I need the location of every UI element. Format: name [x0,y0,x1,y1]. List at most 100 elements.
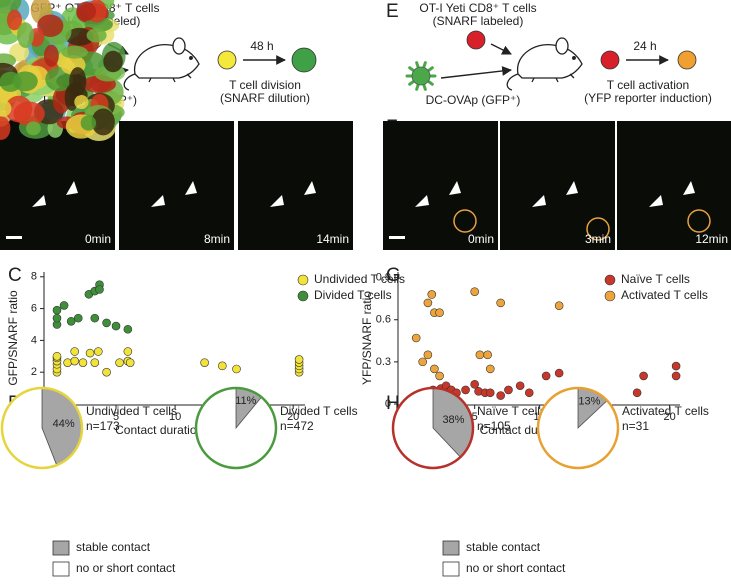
data-point [515,381,525,391]
data-point [200,358,209,367]
y-axis-label: GFP/SNARF ratio [6,290,20,386]
schematic-text: (YFP reporter induction) [584,91,712,105]
x-tick-label: 5 [472,411,478,423]
panel-label: H [386,393,400,414]
micrograph: 8min [119,121,234,250]
data-point [496,391,505,400]
y-tick-label: 6 [31,302,37,314]
data-point [123,324,133,334]
data-point [423,298,433,308]
slice-label: 38% [442,414,464,426]
cell-blob [0,100,12,117]
data-point [411,333,421,343]
legend-label: stable contact [466,540,541,554]
data-point [427,290,437,299]
legend-marker [297,274,309,286]
cell-blob [80,115,97,131]
data-point [671,361,681,371]
y-tick-label: 4 [31,334,37,346]
timestamp: 8min [204,232,230,246]
cell-blob [91,108,115,136]
data-point [470,380,479,389]
data-point [423,350,433,360]
arrowhead [151,195,165,207]
data-point [123,347,133,356]
mouse-feet [531,73,575,83]
micrograph: 0min [383,121,498,250]
y-tick-label: 0 [385,398,391,410]
data-point [78,358,88,367]
data-point [52,313,62,323]
highlight-circle [586,217,610,241]
pie-title: Naïve T cells [477,404,546,418]
data-point [102,367,111,377]
data-point [632,388,642,398]
micrograph-bg [500,121,615,250]
dc-icon [405,61,437,91]
data-point [504,385,513,395]
arrowhead [566,181,578,195]
cell-blob [6,9,22,31]
mouse-eye [572,56,576,60]
t-cell-icon [600,50,620,70]
panel-label: G [386,265,401,286]
arrowhead [304,181,316,195]
mouse-body [134,44,200,79]
legend-label: Undivided T cells [314,272,405,286]
timestamp: 12min [695,232,728,246]
legend-swatch [52,561,70,577]
data-point [541,371,551,381]
data-point [470,287,479,296]
schematic-text: T cell activation [607,78,689,92]
arrowhead [532,195,546,207]
scale-bar [6,236,22,239]
mouse-icon [123,37,200,91]
panel-label: C [8,265,22,286]
micrograph: 0min [0,121,115,250]
legend-swatch [52,540,70,556]
cell-blob [43,44,59,67]
cell-blob [0,116,11,140]
x-tick-label: 20 [663,411,675,423]
timestamp: 0min [468,232,494,246]
arrowhead [185,181,197,195]
pie-border [0,386,84,470]
scale-bar [389,236,405,239]
t-cell-icon [466,30,486,50]
slice-label: 13% [578,395,600,407]
data-point [102,318,111,328]
cell-blob [76,1,97,21]
y-tick-label: 8 [31,271,37,283]
data-point [218,361,227,371]
panel-label: E [386,1,399,22]
data-point [435,308,444,318]
dc-body [411,66,431,86]
micrograph-bg [617,121,731,250]
timestamp: 14min [316,232,349,246]
slice-label: 11% [235,395,256,407]
data-point [232,364,241,374]
mouse-ear [172,37,186,55]
arrowhead [66,181,78,195]
y-tick-label: 0.9 [376,272,391,284]
data-point [52,305,62,315]
x-tick-label: 10 [169,411,181,423]
data-point [554,301,564,311]
data-point [475,350,485,360]
micrograph: 14min [238,121,353,250]
data-point [461,385,470,395]
pie-border [536,386,620,470]
data-point [524,388,534,398]
pie-border [391,386,475,470]
legend-swatch [442,561,460,577]
pie-title: Activated T cells [622,404,709,418]
data-point [639,371,648,381]
data-point [73,313,83,323]
pie-annotation: n=472 [280,419,314,433]
data-point [671,371,681,381]
data-point [418,357,427,367]
legend-swatch [442,540,460,556]
legend-marker [604,274,616,286]
cell-blob [17,22,34,48]
highlight-circle [687,209,711,233]
